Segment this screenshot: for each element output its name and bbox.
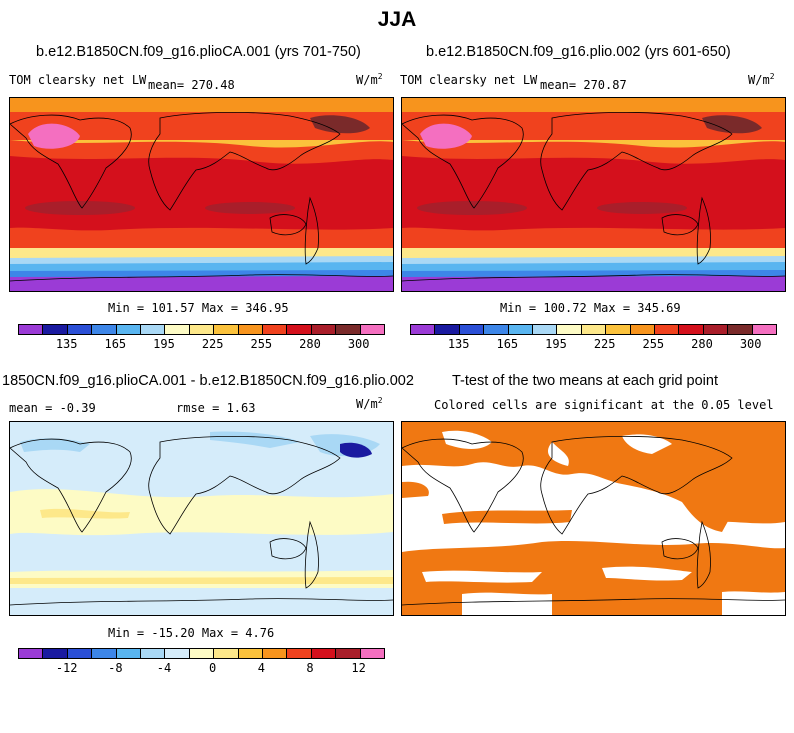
- colorbar-swatch: [214, 325, 239, 334]
- colorbar-swatch: [728, 325, 753, 334]
- colorbar-swatch: [557, 325, 582, 334]
- colorbar-swatch: [165, 325, 190, 334]
- panel2-minmax: Min = 100.72 Max = 345.69: [500, 301, 681, 315]
- panel3-rmse: rmse = 1.63: [176, 401, 256, 415]
- colorbar-swatch: [43, 325, 68, 334]
- colorbar-swatch: [311, 649, 337, 658]
- panel4-case-title: T-test of the two means at each grid poi…: [452, 373, 718, 389]
- colorbar-swatch: [263, 649, 288, 658]
- panel3-case-title: 1850CN.f09_g16.plioCA.001 - b.e12.B1850C…: [2, 373, 414, 389]
- colorbar-swatch: [19, 325, 44, 334]
- colorbar-tick-label: -12: [55, 661, 78, 675]
- colorbar-swatch: [581, 325, 607, 334]
- panel1-minmax: Min = 101.57 Max = 346.95: [108, 301, 289, 315]
- colorbar-swatch: [508, 325, 534, 334]
- colorbar-swatch: [263, 325, 288, 334]
- colorbar-tick-label: 0: [209, 661, 217, 675]
- panel3-colorbar: [18, 648, 385, 659]
- colorbar-tick-label: 280: [691, 337, 713, 351]
- colorbar-swatch: [43, 649, 68, 658]
- colorbar-tick-label: 4: [257, 661, 265, 675]
- colorbar-swatch: [67, 649, 93, 658]
- colorbar-swatch: [703, 325, 729, 334]
- colorbar-swatch: [141, 325, 166, 334]
- colorbar-swatch: [189, 325, 215, 334]
- panel3-minmax: Min = -15.20 Max = 4.76: [108, 626, 275, 640]
- colorbar-tick-label: -4: [156, 661, 172, 675]
- colorbar-tick-label: 195: [545, 337, 567, 351]
- colorbar-tick-label: 165: [104, 337, 127, 351]
- colorbar-swatch: [752, 325, 777, 334]
- colorbar-tick-label: 135: [55, 337, 78, 351]
- colorbar-swatch: [92, 649, 117, 658]
- colorbar-tick-label: 165: [496, 337, 519, 351]
- colorbar-tick-label: 225: [201, 337, 224, 351]
- colorbar-swatch: [336, 649, 361, 658]
- colorbar-swatch: [92, 325, 117, 334]
- colorbar-swatch: [214, 649, 239, 658]
- panel2-colorbar: [410, 324, 777, 335]
- colorbar-tick-label: -8: [108, 661, 123, 675]
- panel1-case-title: b.e12.B1850CN.f09_g16.plioCA.001 (yrs 70…: [36, 44, 361, 60]
- colorbar-tick-label: 12: [351, 661, 366, 675]
- panel2-mean: mean= 270.87: [540, 78, 627, 92]
- colorbar-tick-label: 255: [642, 337, 665, 351]
- colorbar-swatch: [116, 649, 142, 658]
- colorbar-swatch: [411, 325, 436, 334]
- colorbar-swatch: [165, 649, 190, 658]
- colorbar-tick-label: 195: [153, 337, 175, 351]
- colorbar-swatch: [435, 325, 460, 334]
- colorbar-swatch: [19, 649, 44, 658]
- panel4-map: [401, 421, 786, 616]
- panel3-mean: mean = -0.39: [9, 401, 96, 415]
- panel2-case-title: b.e12.B1850CN.f09_g16.plio.002 (yrs 601-…: [426, 44, 731, 60]
- colorbar-swatch: [287, 325, 312, 334]
- panel1-units: W/m2: [356, 72, 383, 87]
- figure-title: JJA: [377, 8, 417, 31]
- panel1-colorbar: [18, 324, 385, 335]
- colorbar-swatch: [311, 325, 337, 334]
- panel2-variable: TOM clearsky net LW: [400, 73, 538, 87]
- colorbar-swatch: [630, 325, 656, 334]
- colorbar-swatch: [484, 325, 509, 334]
- panel2-units: W/m2: [748, 72, 775, 87]
- panel1-variable: TOM clearsky net LW: [9, 73, 147, 87]
- colorbar-swatch: [141, 649, 166, 658]
- colorbar-tick-label: 300: [347, 337, 370, 351]
- colorbar-swatch: [360, 325, 385, 334]
- colorbar-swatch: [67, 325, 93, 334]
- colorbar-swatch: [336, 325, 361, 334]
- panel4-subtitle: Colored cells are significant at the 0.0…: [434, 398, 774, 412]
- panel3-units: W/m2: [356, 396, 383, 411]
- colorbar-swatch: [287, 649, 312, 658]
- colorbar-swatch: [679, 325, 704, 334]
- panel1-map: [9, 97, 394, 292]
- colorbar-swatch: [655, 325, 680, 334]
- panel3-map: [9, 421, 394, 616]
- colorbar-swatch: [189, 649, 215, 658]
- colorbar-tick-label: 135: [447, 337, 470, 351]
- colorbar-swatch: [533, 325, 558, 334]
- colorbar-swatch: [238, 325, 264, 334]
- panel1-mean: mean= 270.48: [148, 78, 235, 92]
- colorbar-tick-label: 300: [739, 337, 762, 351]
- colorbar-swatch: [459, 325, 485, 334]
- colorbar-tick-label: 8: [306, 661, 314, 675]
- colorbar-swatch: [606, 325, 631, 334]
- colorbar-swatch: [238, 649, 264, 658]
- colorbar-swatch: [116, 325, 142, 334]
- colorbar-tick-label: 225: [593, 337, 616, 351]
- panel2-map: [401, 97, 786, 292]
- colorbar-tick-label: 280: [299, 337, 321, 351]
- colorbar-tick-label: 255: [250, 337, 273, 351]
- colorbar-swatch: [360, 649, 385, 658]
